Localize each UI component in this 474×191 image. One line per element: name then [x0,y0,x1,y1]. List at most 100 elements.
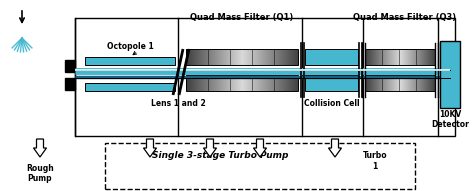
FancyArrow shape [34,139,46,157]
Bar [196,75,197,91]
Bar [398,75,399,91]
Bar [389,75,390,91]
Bar [396,49,397,65]
Bar [220,75,221,91]
Bar [284,75,285,91]
Bar [194,75,195,91]
Bar [272,49,273,65]
Bar [259,49,260,65]
Bar [237,75,238,91]
Bar [65,78,75,90]
Bar [254,49,255,65]
Bar [275,49,276,65]
Bar [417,49,418,65]
Bar [192,75,193,91]
Bar [229,49,230,65]
Bar [223,49,224,65]
Bar [429,49,430,65]
Bar [271,49,272,65]
Bar [187,75,188,91]
Bar [409,49,410,65]
Bar [383,49,384,65]
Bar [416,75,417,91]
Bar [191,49,192,65]
Bar [239,49,240,65]
Bar [215,75,216,91]
Bar [268,49,269,65]
Bar [194,49,195,65]
Bar [265,75,266,91]
Bar [192,49,193,65]
Bar [416,49,417,65]
Bar [200,49,201,65]
Bar [295,75,296,91]
Bar [408,49,409,65]
Bar [241,75,242,91]
Text: Octopole 1: Octopole 1 [107,42,154,51]
Bar [238,75,239,91]
Bar [287,75,288,91]
Bar [414,49,415,65]
Bar [426,75,427,91]
Bar [245,75,246,91]
Bar [190,75,191,91]
Bar [413,75,414,91]
Bar [264,75,265,91]
Bar [249,49,250,65]
Bar [256,49,257,65]
Bar [277,49,278,65]
Bar [422,75,423,91]
Bar [211,75,212,91]
Bar [384,49,385,65]
Bar [186,75,187,91]
Bar [296,49,297,65]
Bar [240,75,241,91]
Bar [228,75,229,91]
Bar [224,75,225,91]
Bar [186,49,187,65]
Text: Quad Mass Filter (Q1): Quad Mass Filter (Q1) [191,13,293,22]
Bar [415,75,416,91]
Bar [218,75,219,91]
Bar [219,49,220,65]
Bar [374,49,375,65]
Bar [208,75,209,91]
FancyArrow shape [203,139,217,157]
Bar [371,75,372,91]
Bar [232,49,233,65]
Bar [365,75,435,91]
Bar [237,49,238,65]
Bar [272,75,273,91]
Bar [376,75,377,91]
Bar [258,49,259,65]
Bar [252,49,253,65]
Bar [385,75,386,91]
Bar [369,49,370,65]
Bar [403,75,404,91]
Bar [282,49,283,65]
Bar [232,75,233,91]
Bar [432,49,433,65]
Bar [266,75,267,91]
Bar [380,49,381,65]
Bar [424,75,425,91]
Bar [217,75,218,91]
Bar [286,75,287,91]
Bar [253,75,254,91]
Bar [195,75,196,91]
Bar [198,49,199,65]
Bar [379,75,380,91]
Bar [274,75,275,91]
Bar [205,49,206,65]
Bar [229,75,230,91]
Bar [189,49,190,65]
Bar [400,49,401,65]
Bar [284,49,285,65]
Bar [268,75,269,91]
Bar [404,49,405,65]
Bar [432,75,433,91]
Bar [379,49,380,65]
Bar [255,75,256,91]
Bar [210,75,211,91]
Bar [257,49,258,65]
